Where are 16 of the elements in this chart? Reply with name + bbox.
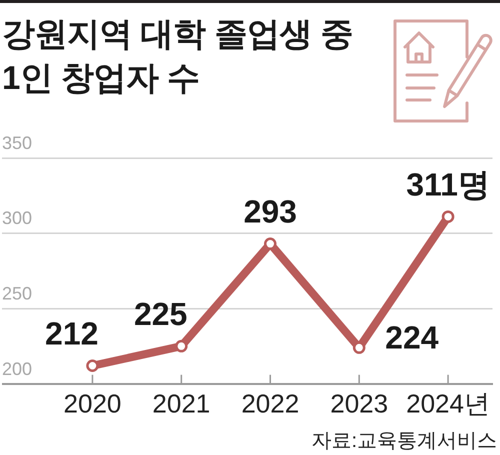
x-tick-label: 2023 [330,388,388,419]
data-label: 225 [134,296,188,332]
x-tick-label: 2020 [64,388,122,419]
x-tick-label: 2022 [241,388,300,419]
data-label: 224 [385,320,439,356]
x-tick-label: 2024년 [406,388,490,419]
data-label: 311명 [406,166,490,203]
text: 자료:교육통계서비스 [311,429,497,454]
data-label: 293 [244,194,297,230]
data-label: 212 [45,316,98,352]
y-tick-label: 250 [2,284,32,304]
y-tick-label: 200 [2,358,32,379]
y-tick-label: 350 [2,132,32,153]
y-tick-label: 300 [2,208,32,228]
x-tick-label: 2021 [152,388,210,419]
chart-title: 강원지역 대학 졸업생 중 1인 창업자 수 [2,14,354,98]
